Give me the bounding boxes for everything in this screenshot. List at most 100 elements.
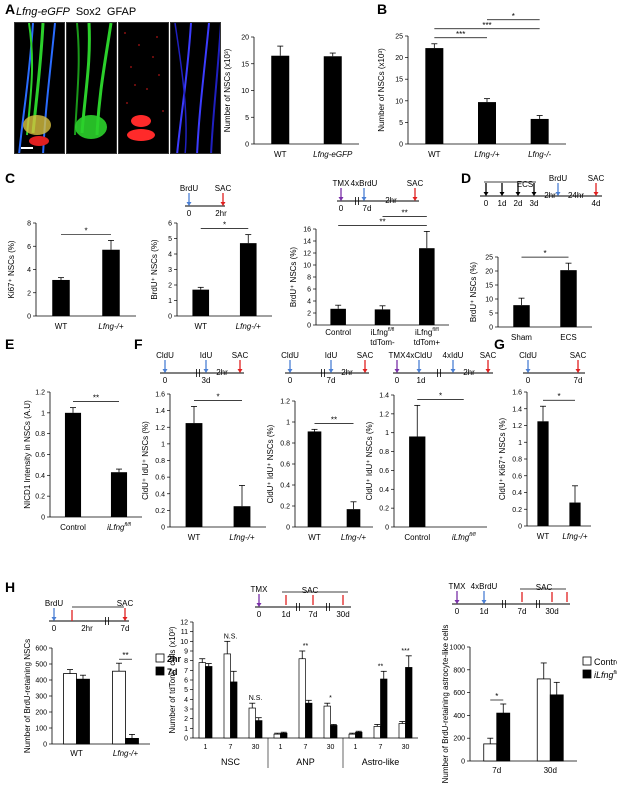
bar (112, 670, 126, 745)
y-tick-label: 1.2 (155, 425, 165, 432)
y-tick-label: 14 (303, 239, 311, 246)
legend-swatch (582, 669, 592, 679)
timeline-arrowhead (450, 369, 456, 373)
y-tick-label: 1.4 (379, 393, 389, 400)
y-tick-label: 0.4 (155, 491, 165, 498)
y-tick-label: 0 (27, 314, 31, 321)
subcategory-label: 1 (279, 744, 283, 751)
bar (398, 723, 406, 739)
timeline-arrowhead (51, 617, 57, 621)
timeline-event-label: SAC (407, 179, 424, 188)
category-label: 7d (492, 766, 501, 775)
y-tick-label: 8 (307, 275, 311, 282)
bar (513, 305, 530, 327)
significance-label: *** (482, 21, 491, 30)
significance-label: * (216, 392, 219, 401)
timeline-event-label: 4xCldU (406, 351, 432, 360)
timeline-h1: BrdU SAC 0 2hr 7d (45, 599, 134, 633)
category-label: WT (55, 322, 68, 331)
timeline-h3-extra (520, 588, 568, 602)
timeline-tick-label: 0 (339, 204, 344, 213)
timeline-tick-label: 2d (514, 199, 523, 208)
chart-c_brdu: 0 1 2 3 4 5 6 BrdU⁺ NSCs (%) WT Lfng-/+ * (150, 221, 272, 331)
y-tick-label: 0.2 (280, 504, 290, 511)
y-tick-label: 5 (168, 236, 172, 243)
y-tick-label: 20 (241, 35, 249, 42)
timeline-tick-label: 30d (545, 607, 558, 616)
micro-label-2: GFAP (107, 6, 136, 18)
timeline-tick-label: 0 (52, 624, 57, 633)
legend-label: iLfngfl/fl (594, 670, 617, 680)
chart-f3: 0 0.2 0.4 0.6 0.8 1 1.2 1.4 CldU⁺ IdU⁺ NSCs (%) C… (365, 391, 487, 542)
y-tick-label: 4 (168, 252, 172, 259)
timeline-tick-label: 7d (121, 624, 130, 633)
y-tick-label: 1 (385, 430, 389, 437)
bar (323, 56, 342, 145)
y-tick-label: 5 (399, 120, 403, 127)
bar (125, 738, 139, 745)
timeline-event-label: SAC (588, 174, 605, 183)
timeline-tick-label: 7d (574, 376, 583, 385)
timeline-event-label: TMX (449, 582, 467, 591)
y-tick-label: 1000 (449, 645, 465, 652)
category-label: Lfng-/+ (474, 150, 499, 159)
category-label: Lfng-/+ (229, 533, 254, 542)
bar (496, 712, 511, 762)
subcategory-label: 1 (354, 744, 358, 751)
timeline-h2: TMX SAC 0 1d 7d 30d (251, 585, 351, 619)
timeline-tick-label: 1d (498, 199, 507, 208)
y-tick-label: 6 (307, 287, 311, 294)
timeline-tick-label: 2hr (215, 209, 227, 218)
y-tick-label: 0.6 (35, 452, 45, 459)
bar (355, 731, 363, 739)
bar (76, 678, 90, 745)
category-label: Control (60, 523, 86, 532)
bar (230, 681, 238, 739)
bar (483, 743, 498, 762)
bar (409, 436, 426, 527)
category-label: iLfngfl/fl (371, 327, 395, 337)
timeline-g: CldU SAC 0 7d (519, 351, 586, 385)
y-tick-label: 0.6 (155, 475, 165, 482)
timeline-event-label: SAC (570, 351, 587, 360)
legend-label: 7d (167, 667, 178, 677)
y-axis-label: BrdU⁺ NSCs (%) (469, 262, 478, 323)
timeline-event-label: TMX (333, 179, 351, 188)
y-tick-label: 5 (489, 311, 493, 318)
bar (425, 48, 444, 144)
y-tick-label: 5 (245, 115, 249, 122)
bar (298, 658, 306, 739)
timeline-tick-label: 0 (163, 376, 168, 385)
y-tick-label: 0.8 (155, 458, 165, 465)
timeline-c2: TMX 4xBrdU 2hr SAC 0 7d (333, 179, 424, 213)
significance-label: N.S. (224, 633, 238, 640)
timeline-tick-label: 0 (257, 610, 262, 619)
category-label: Lfng-/- (528, 150, 551, 159)
y-tick-label: 10 (485, 297, 493, 304)
timeline-arrowhead (515, 192, 521, 196)
y-tick-label: 25 (485, 255, 493, 262)
significance-label: * (329, 695, 332, 702)
y-tick-label: 1.4 (155, 408, 165, 415)
legend-label: Control (594, 657, 617, 667)
bar (52, 279, 70, 316)
bar (549, 694, 564, 762)
panel-letter-c: C (5, 170, 15, 186)
bar (102, 249, 120, 316)
timeline-event-label: 2hr (385, 196, 397, 205)
y-tick-label: 20 (485, 269, 493, 276)
timeline-tick-label: 2hr (81, 624, 93, 633)
chart-f1: 0 0.2 0.4 0.6 0.8 1 1.2 1.4 1.6 CldU⁺ IdU⁺ NSCs (… (141, 392, 266, 542)
y-tick-label: 0.6 (512, 473, 522, 480)
group-label: ANP (296, 757, 315, 767)
y-tick-label: 1.2 (512, 423, 522, 430)
y-tick-label: 10 (241, 88, 249, 95)
category-label: Lfng-/+ (236, 322, 261, 331)
significance-label: *** (456, 30, 465, 39)
y-tick-label: 0 (286, 525, 290, 532)
y-axis-label: BrdU⁺ NSCs (%) (150, 239, 159, 300)
category-label: WT (70, 749, 83, 758)
y-tick-label: 20 (395, 55, 403, 62)
